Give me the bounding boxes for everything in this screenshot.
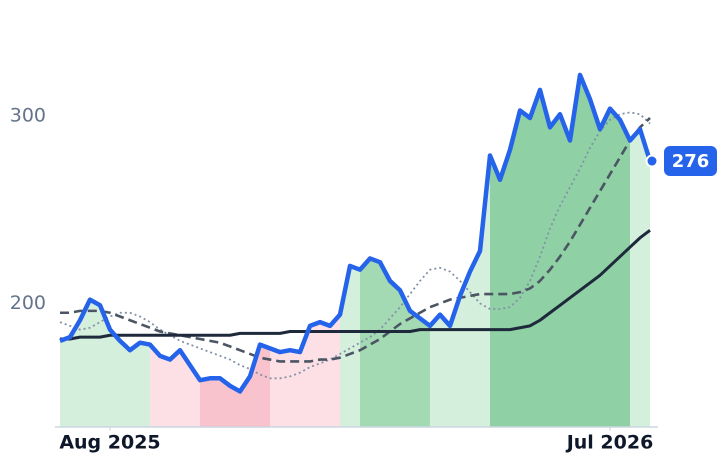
regime-area xyxy=(200,344,270,427)
regime-area xyxy=(430,155,490,427)
y-tick-label: 200 xyxy=(10,292,46,314)
regime-area xyxy=(630,129,650,427)
y-tick-label: 300 xyxy=(10,105,46,127)
last-price-label: 276 xyxy=(672,151,710,172)
ma-short-line xyxy=(59,111,651,380)
ma-long-line xyxy=(60,229,651,341)
x-tick-label: Jul 2026 xyxy=(565,432,654,454)
last-price-badge xyxy=(664,146,717,177)
regime-area xyxy=(60,299,150,427)
ma-medium-line xyxy=(60,117,651,363)
x-tick-label: Aug 2025 xyxy=(59,432,160,454)
price-line xyxy=(59,72,653,394)
regime-area xyxy=(360,258,430,427)
regime-area xyxy=(490,74,630,427)
last-price-dot xyxy=(645,154,659,168)
regime-area xyxy=(340,265,360,427)
